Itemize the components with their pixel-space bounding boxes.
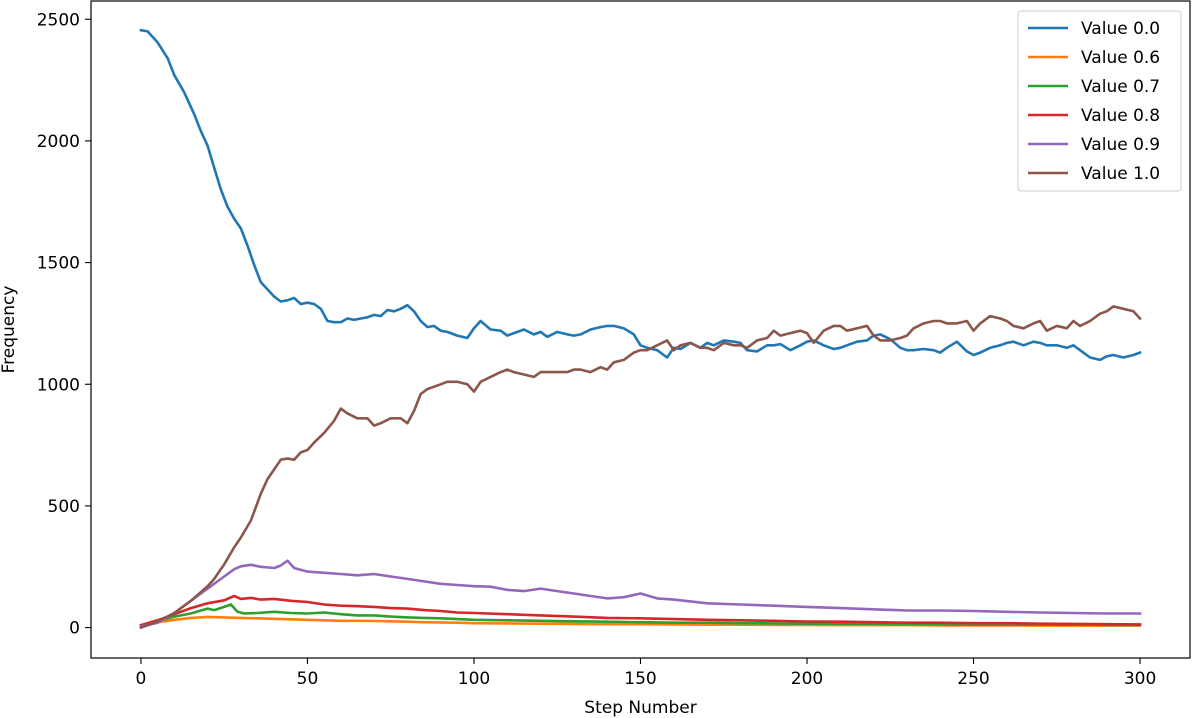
y-tick-label: 1000 <box>37 375 80 395</box>
legend: Value 0.0 Value 0.6 Value 0.7 Value 0.8 Valu… <box>1017 10 1182 192</box>
legend-label-value-0-8: Value 0.8 <box>1081 106 1160 126</box>
y-tick-label: 0 <box>69 619 80 639</box>
y-axis-label: Frequency <box>0 286 19 374</box>
x-tick-label: 100 <box>458 669 490 689</box>
legend-label-value-0-9: Value 0.9 <box>1081 135 1160 155</box>
x-tick-label: 200 <box>791 669 823 689</box>
y-tick-label: 500 <box>48 497 80 517</box>
legend-label-value-0-0: Value 0.0 <box>1081 19 1160 39</box>
series-line-value-0-8 <box>139 594 1142 627</box>
legend-label-value-1-0: Value 1.0 <box>1081 164 1160 184</box>
series-line-value-1-0 <box>139 305 1142 630</box>
x-tick-label: 300 <box>1124 669 1156 689</box>
y-tick-label: 2000 <box>37 132 80 152</box>
series-line-value-0-7 <box>139 603 1142 629</box>
x-tick-label: 50 <box>297 669 319 689</box>
series-layer <box>139 28 1142 630</box>
series-line-value-0-0 <box>139 28 1142 362</box>
x-tick-label: 250 <box>957 669 989 689</box>
series-line-value-0-9 <box>139 559 1142 628</box>
y-tick-label: 2500 <box>37 10 80 30</box>
plot-background <box>91 1 1190 658</box>
legend-label-value-0-6: Value 0.6 <box>1081 48 1160 68</box>
x-tick-label: 0 <box>136 669 147 689</box>
ticks-layer: 0 50 100 150 200 250 300 0 500 1000 1500 2000 2500 <box>37 10 1157 689</box>
x-axis-label: Step Number <box>584 698 696 718</box>
x-tick-label: 150 <box>624 669 656 689</box>
legend-label-value-0-7: Value 0.7 <box>1081 77 1160 97</box>
y-tick-label: 1500 <box>37 254 80 274</box>
